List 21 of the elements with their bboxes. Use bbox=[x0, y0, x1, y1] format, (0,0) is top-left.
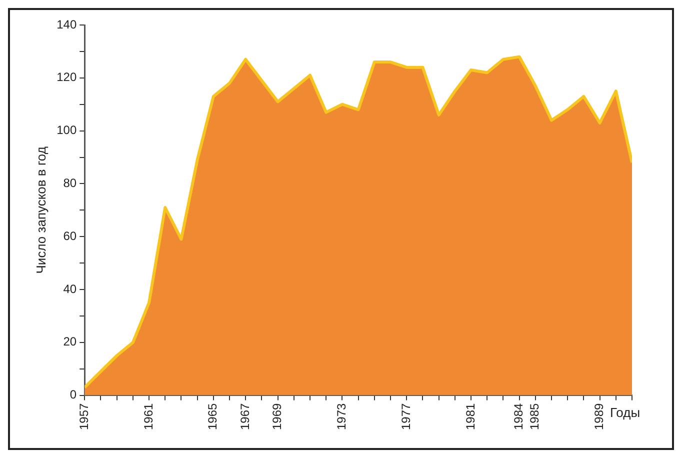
x-tick-label: 1977 bbox=[398, 402, 413, 430]
x-tick-label: 1957 bbox=[76, 402, 91, 430]
x-tick-label: 1984 bbox=[512, 402, 526, 430]
x-tick-label: 1967 bbox=[238, 402, 252, 430]
y-axis-title: Число запусков в год bbox=[33, 146, 48, 274]
x-tick-label: 1973 bbox=[334, 402, 349, 430]
x-tick-label: 1989 bbox=[592, 402, 606, 430]
y-tick-label: 20 bbox=[63, 334, 77, 349]
y-tick-label: 120 bbox=[56, 70, 77, 84]
x-tick-label: 1969 bbox=[270, 402, 284, 430]
y-tick-label: 0 bbox=[70, 388, 77, 402]
x-tick-label: 1985 bbox=[528, 402, 542, 430]
y-tick-label: 140 bbox=[56, 17, 77, 32]
y-tick-label: 100 bbox=[56, 123, 77, 138]
x-axis-title: Годы bbox=[610, 404, 640, 420]
y-tick-label: 60 bbox=[63, 228, 77, 243]
x-tick-label: 1981 bbox=[463, 402, 478, 430]
x-tick-label: 1965 bbox=[206, 402, 220, 430]
y-tick-label: 40 bbox=[63, 282, 77, 296]
y-tick-label: 80 bbox=[63, 176, 77, 190]
x-tick-label: 1961 bbox=[141, 402, 156, 430]
